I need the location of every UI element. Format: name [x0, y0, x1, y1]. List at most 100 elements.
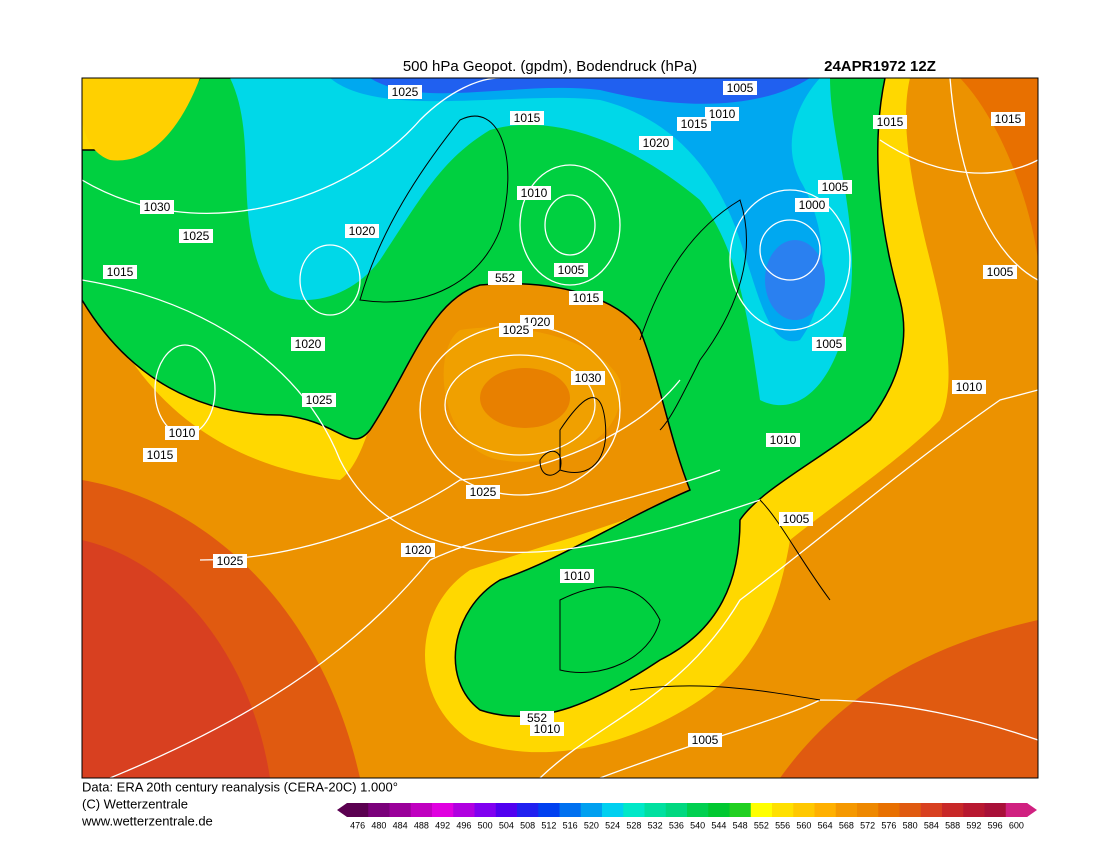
- colorbar-tick-label: 520: [584, 820, 599, 830]
- contour-label: 1015: [877, 115, 904, 129]
- colorbar-swatch: [772, 803, 794, 817]
- map-date: 24APR1972 12Z: [824, 58, 936, 75]
- colorbar-tick-label: 552: [754, 820, 769, 830]
- field: [780, 620, 1038, 778]
- colorbar-swatch: [559, 803, 582, 817]
- map: [82, 78, 1038, 778]
- colorbar-swatch: [793, 803, 815, 817]
- colorbar-swatch: [368, 803, 390, 817]
- contour-label: 1010: [169, 426, 196, 440]
- contour-label: 1015: [107, 265, 134, 279]
- contour-label: 1010: [956, 380, 983, 394]
- colorbar-tick-label: 504: [499, 820, 514, 830]
- contour-label: 1015: [681, 117, 708, 131]
- colorbar-tick-label: 476: [350, 820, 365, 830]
- colorbar-swatch: [857, 803, 879, 817]
- colorbar-swatch: [899, 803, 922, 817]
- colorbar-swatch: [984, 803, 1007, 817]
- contour-label-box: [488, 271, 522, 285]
- contour-label-box: [766, 433, 800, 447]
- colorbar-tick-label: 580: [903, 820, 918, 830]
- contour-label-box: [795, 198, 829, 212]
- contour-label-box: [983, 265, 1017, 279]
- field: [82, 78, 200, 161]
- contour-label: 1025: [470, 485, 497, 499]
- colorbar-tick-label: 572: [860, 820, 875, 830]
- contour-label-box: [677, 117, 711, 131]
- contour-label: 1005: [987, 265, 1014, 279]
- colorbar-tick-label: 532: [648, 820, 663, 830]
- colorbar-swatch: [474, 803, 497, 817]
- colorbar-swatch: [623, 803, 645, 817]
- field: [370, 78, 810, 104]
- contour-label: 1020: [349, 224, 376, 238]
- url: www.wetterzentrale.de: [81, 813, 213, 828]
- colorbar-tick-label: 484: [393, 820, 408, 830]
- contour-label-box: [499, 323, 533, 337]
- contour-label: 1025: [503, 323, 530, 337]
- colorbar-tick-label: 556: [775, 820, 790, 830]
- colorbar-tick-label: 528: [626, 820, 641, 830]
- colorbar-tick-label: 564: [818, 820, 833, 830]
- contour-label-box: [510, 111, 544, 125]
- colorbar-swatch: [580, 803, 603, 817]
- colorbar-swatch: [729, 803, 752, 817]
- colorbar-swatch: [602, 803, 624, 817]
- isobars: [82, 78, 1038, 778]
- contour-label: 1005: [783, 512, 810, 526]
- colorbar-swatch: [1005, 803, 1028, 817]
- contour-label: 1025: [183, 229, 210, 243]
- contour-label: 1020: [405, 543, 432, 557]
- colorbar-tick-label: 548: [733, 820, 748, 830]
- colorbar-tick-label: 584: [924, 820, 939, 830]
- copyright: (C) Wetterzentrale: [82, 796, 188, 811]
- colorbar-swatch: [963, 803, 985, 817]
- colorbar-swatch: [538, 803, 560, 817]
- contour-label-box: [345, 224, 379, 238]
- contour-label: 1005: [727, 81, 754, 95]
- colorbar-tick-label: 576: [881, 820, 896, 830]
- contour-label-box: [723, 81, 757, 95]
- colorbar-swatch: [920, 803, 943, 817]
- contour-label-box: [517, 186, 551, 200]
- contour-label: 1000: [799, 198, 826, 212]
- contour-label-box: [873, 115, 907, 129]
- contour-label: 1010: [564, 569, 591, 583]
- colorbar-tick-label: 544: [711, 820, 726, 830]
- contour-label: 1015: [573, 291, 600, 305]
- colorbar-tick-label: 512: [541, 820, 556, 830]
- contour-label-box: [571, 371, 605, 385]
- contour-label: 1025: [306, 393, 333, 407]
- contour-label-box: [688, 733, 722, 747]
- colorbar-tick-label: 536: [669, 820, 684, 830]
- colorbar-swatch: [687, 803, 709, 817]
- colorbar-swatch: [495, 803, 518, 817]
- contour-label: 1010: [521, 186, 548, 200]
- colorbar-tick-label: 500: [478, 820, 493, 830]
- contour-label-box: [165, 426, 199, 440]
- contour-label: 1005: [692, 733, 719, 747]
- colorbar-tick-label: 488: [414, 820, 429, 830]
- map-title: 500 hPa Geopot. (gpdm), Bodendruck (hPa): [403, 58, 697, 75]
- colorbar-tick-label: 492: [435, 820, 450, 830]
- colorbar-tick-label: 496: [456, 820, 471, 830]
- contour-label: 1005: [816, 337, 843, 351]
- contour-label: 1010: [709, 107, 736, 121]
- contour-label-box: [812, 337, 846, 351]
- colorbar-tick-label: 480: [371, 820, 386, 830]
- contour-label: 1020: [295, 337, 322, 351]
- contour-label: 1025: [217, 554, 244, 568]
- contour-label: 552: [495, 271, 515, 285]
- colorbar-swatch: [814, 803, 837, 817]
- colorbar-swatch: [750, 803, 773, 817]
- contour-label: 1015: [147, 448, 174, 462]
- contour-label-box: [401, 543, 435, 557]
- map-frame: [81, 77, 1039, 779]
- contour-label-box: [818, 180, 852, 194]
- contour-label: 552: [527, 711, 547, 725]
- contour-label-box: [560, 569, 594, 583]
- contour-label-box: [213, 554, 247, 568]
- contour-label: 1015: [514, 111, 541, 125]
- colorbar-tick-label: 588: [945, 820, 960, 830]
- contour-label-box: [103, 265, 137, 279]
